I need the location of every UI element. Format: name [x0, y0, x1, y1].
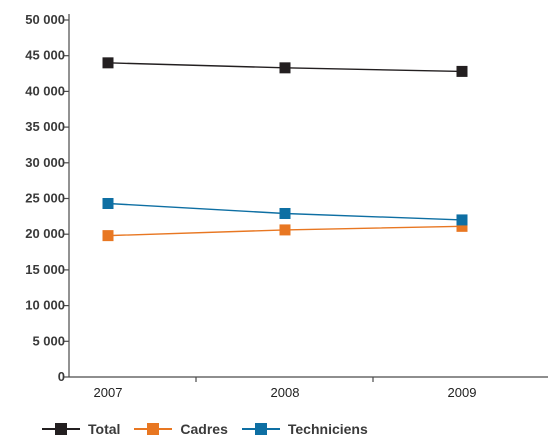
x-tick-label: 2007: [94, 385, 123, 400]
legend-item-total: Total: [42, 421, 120, 437]
legend: Total Cadres Techniciens: [42, 420, 382, 438]
data-point-techniciens: [279, 207, 291, 219]
y-tick-label: 30 000: [25, 155, 65, 170]
legend-swatch-techniciens: [241, 422, 280, 436]
y-tick-label: 25 000: [25, 191, 65, 206]
series-techniciens: [102, 197, 468, 226]
x-tick-label: 2008: [271, 385, 300, 400]
legend-item-techniciens: Techniciens: [241, 421, 368, 437]
y-tick-label: 5 000: [32, 333, 65, 348]
data-point-total: [102, 57, 114, 69]
legend-label-total: Total: [88, 421, 121, 437]
y-axis: 0 5 000 10 000 15 000 20 000 25 000 30 000 35 0…: [25, 12, 70, 384]
series-cadres: [102, 220, 468, 242]
legend-swatch-total: [42, 422, 80, 436]
y-tick-label: 35 000: [25, 119, 65, 134]
data-point-techniciens: [102, 197, 114, 209]
y-tick-label: 0: [58, 369, 65, 384]
data-point-cadres: [456, 220, 468, 232]
data-point-cadres: [279, 224, 291, 236]
series-total: [102, 57, 468, 77]
y-tick-label: 50 000: [25, 12, 65, 27]
series-layer: [102, 57, 468, 242]
legend-label-cadres: Cadres: [180, 421, 228, 437]
y-tick-label: 15 000: [25, 262, 65, 277]
y-tick-label: 45 000: [25, 48, 65, 63]
data-point-total: [279, 62, 291, 74]
y-tick-label: 40 000: [25, 83, 65, 98]
data-point-total: [456, 65, 468, 77]
legend-item-cadres: Cadres: [134, 421, 228, 437]
y-tick-label: 20 000: [25, 226, 65, 241]
x-tick-label: 2009: [448, 385, 477, 400]
y-tick-label: 10 000: [25, 298, 65, 313]
data-point-techniciens: [456, 214, 468, 226]
legend-label-techniciens: Techniciens: [287, 421, 368, 437]
legend-swatch-cadres: [134, 422, 173, 436]
x-axis: 2007 2008 2009: [69, 376, 548, 400]
data-point-cadres: [102, 230, 114, 242]
